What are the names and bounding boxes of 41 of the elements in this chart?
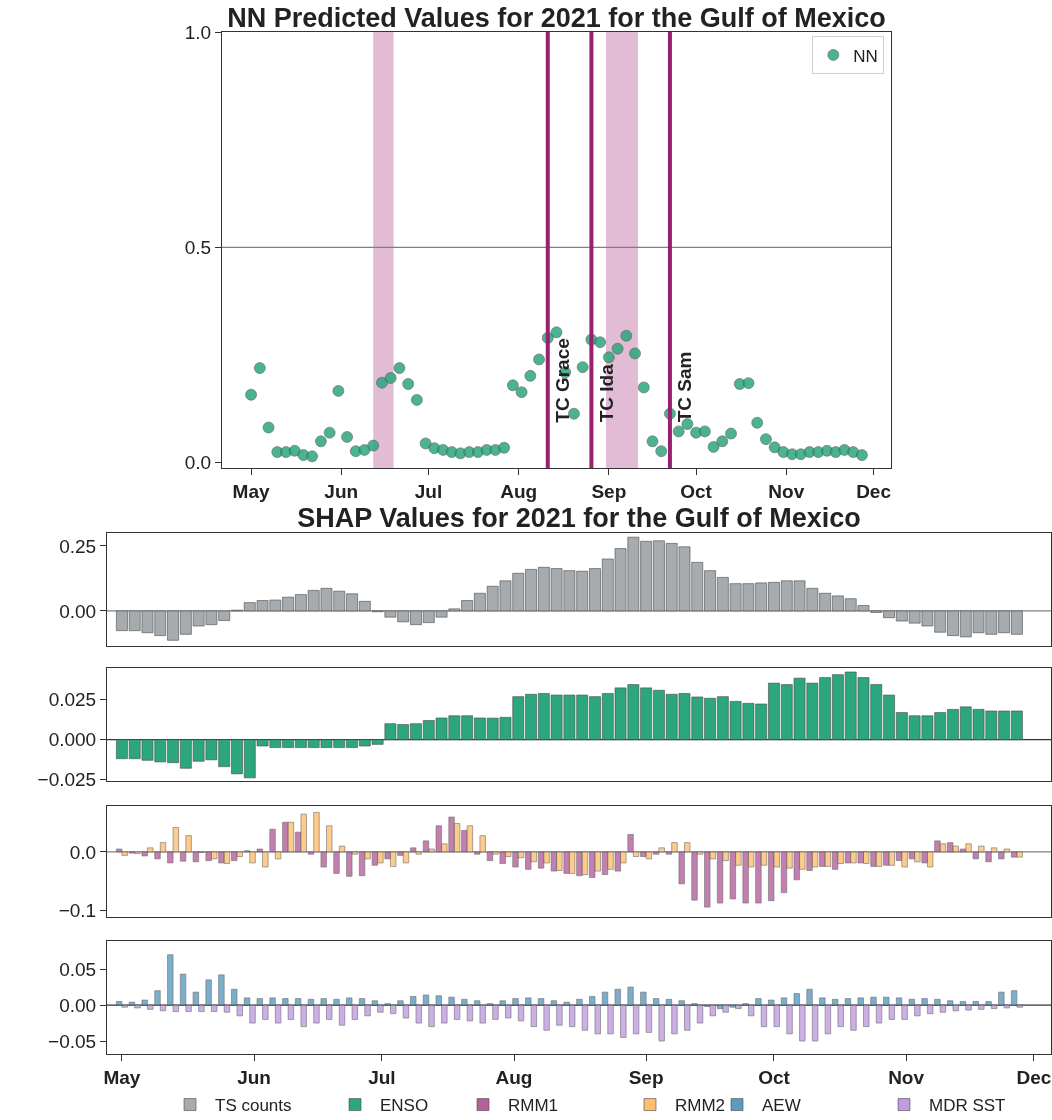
x-tick-label: Dec — [1016, 1066, 1052, 1088]
y-tick-label: 1.0 — [184, 21, 212, 43]
y-tick-label: −0.1 — [58, 899, 97, 921]
x-tick-label: May — [103, 1066, 141, 1088]
y-tick-label: 0.00 — [59, 600, 97, 622]
y-tick-label: 0.25 — [59, 535, 97, 557]
y-tick-label: 0.0 — [69, 841, 97, 863]
y-tick-label: 0.000 — [48, 729, 97, 751]
x-tick-label: Aug — [500, 480, 538, 502]
legend-label: TS counts — [215, 1096, 292, 1116]
x-tick-label: Aug — [495, 1066, 533, 1088]
x-tick-label: Dec — [856, 480, 892, 502]
x-tick-label: Sep — [628, 1066, 664, 1088]
y-tick-label: 0.05 — [59, 958, 97, 980]
chart-title: NN Predicted Values for 2021 for the Gulf of Mexico — [227, 3, 886, 34]
legend-label: RMM2 — [675, 1096, 726, 1116]
x-tick-label: Sep — [591, 480, 627, 502]
legend-label: MDR SST — [929, 1096, 1006, 1116]
x-tick-label: Jun — [237, 1066, 271, 1088]
ref-line-label: TC Ida — [595, 363, 617, 423]
ref-line-label: TC Grace — [551, 338, 573, 423]
y-tick-label: 0.0 — [184, 452, 212, 474]
ref-line-label: TC Sam — [673, 351, 695, 423]
legend-label: RMM1 — [508, 1096, 559, 1116]
x-tick-label: Oct — [680, 480, 713, 502]
legend-label: NN — [853, 46, 878, 66]
y-tick-label: 0.025 — [48, 689, 97, 711]
x-tick-label: Nov — [768, 480, 805, 502]
y-tick-label: 0.00 — [59, 994, 97, 1016]
x-tick-label: Jul — [414, 480, 443, 502]
x-tick-label: May — [232, 480, 270, 502]
chart-title: SHAP Values for 2021 for the Gulf of Mexico — [297, 503, 861, 534]
y-tick-label: −0.05 — [48, 1030, 97, 1052]
x-tick-label: Jul — [368, 1066, 396, 1088]
y-tick-label: 0.5 — [184, 237, 212, 259]
x-tick-label: Jun — [324, 480, 359, 502]
legend-label: ENSO — [380, 1096, 429, 1116]
legend-label: AEW — [762, 1096, 801, 1116]
x-tick-label: Nov — [888, 1066, 925, 1088]
y-tick-label: −0.025 — [37, 769, 97, 791]
x-tick-label: Oct — [758, 1066, 791, 1088]
